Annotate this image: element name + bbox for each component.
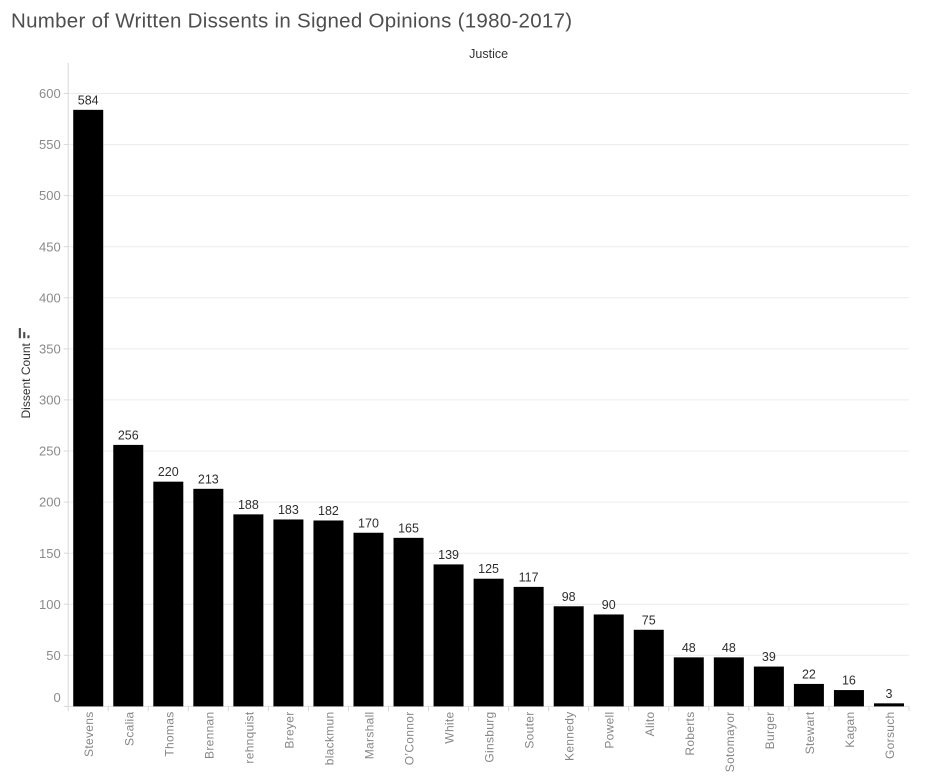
- svg-text:Kennedy: Kennedy: [563, 712, 577, 761]
- svg-text:450: 450: [39, 239, 61, 254]
- svg-text:584: 584: [78, 93, 99, 107]
- svg-text:Stewart: Stewart: [803, 711, 817, 754]
- svg-text:90: 90: [602, 598, 616, 612]
- svg-text:39: 39: [762, 650, 776, 664]
- svg-text:Brennan: Brennan: [202, 712, 216, 759]
- svg-text:3: 3: [886, 687, 893, 701]
- svg-text:Sotomayor: Sotomayor: [723, 712, 737, 773]
- svg-text:125: 125: [478, 562, 499, 576]
- svg-text:400: 400: [39, 290, 61, 305]
- svg-text:Roberts: Roberts: [683, 712, 697, 756]
- svg-text:250: 250: [39, 444, 61, 459]
- svg-text:50: 50: [46, 648, 60, 663]
- svg-text:300: 300: [39, 393, 61, 408]
- svg-text:200: 200: [39, 495, 61, 510]
- svg-text:16: 16: [842, 674, 856, 688]
- svg-text:600: 600: [39, 86, 61, 101]
- svg-text:Ginsburg: Ginsburg: [483, 712, 497, 763]
- svg-text:O’Connor: O’Connor: [403, 712, 417, 766]
- svg-text:Alito: Alito: [643, 711, 657, 736]
- svg-text:188: 188: [238, 498, 259, 512]
- svg-text:170: 170: [358, 516, 379, 530]
- svg-text:213: 213: [198, 472, 219, 486]
- svg-text:220: 220: [158, 465, 179, 479]
- svg-text:Thomas: Thomas: [162, 712, 176, 757]
- svg-text:500: 500: [39, 188, 61, 203]
- svg-text:75: 75: [642, 613, 656, 627]
- svg-text:Dissent Count: Dissent Count: [19, 342, 33, 418]
- svg-text:139: 139: [438, 548, 459, 562]
- svg-text:165: 165: [398, 521, 419, 535]
- svg-text:Justice: Justice: [469, 47, 508, 61]
- svg-text:Stevens: Stevens: [82, 712, 96, 757]
- svg-text:100: 100: [39, 597, 61, 612]
- svg-text:183: 183: [278, 503, 299, 517]
- svg-text:22: 22: [802, 667, 816, 681]
- svg-text:blackmun: blackmun: [322, 712, 336, 766]
- svg-text:Gorsuch: Gorsuch: [883, 712, 897, 759]
- svg-text:0: 0: [53, 690, 60, 705]
- svg-text:rehnquist: rehnquist: [242, 711, 256, 763]
- svg-text:Souter: Souter: [523, 712, 537, 749]
- svg-text:Marshall: Marshall: [362, 712, 376, 760]
- svg-text:550: 550: [39, 137, 61, 152]
- svg-text:Kagan: Kagan: [843, 712, 857, 748]
- svg-text:Scalia: Scalia: [122, 711, 136, 746]
- svg-text:Burger: Burger: [763, 712, 777, 750]
- svg-text:Powell: Powell: [603, 712, 617, 749]
- svg-text:48: 48: [722, 641, 736, 655]
- svg-text:256: 256: [118, 428, 139, 442]
- svg-text:Number of Written Dissents in: Number of Written Dissents in Signed Opi…: [11, 9, 572, 32]
- svg-text:Breyer: Breyer: [282, 712, 296, 749]
- svg-text:White: White: [443, 711, 457, 743]
- svg-text:98: 98: [562, 590, 576, 604]
- svg-text:48: 48: [682, 641, 696, 655]
- svg-text:117: 117: [519, 570, 539, 584]
- svg-text:350: 350: [39, 342, 61, 357]
- svg-text:150: 150: [39, 546, 61, 561]
- svg-text:182: 182: [318, 504, 339, 518]
